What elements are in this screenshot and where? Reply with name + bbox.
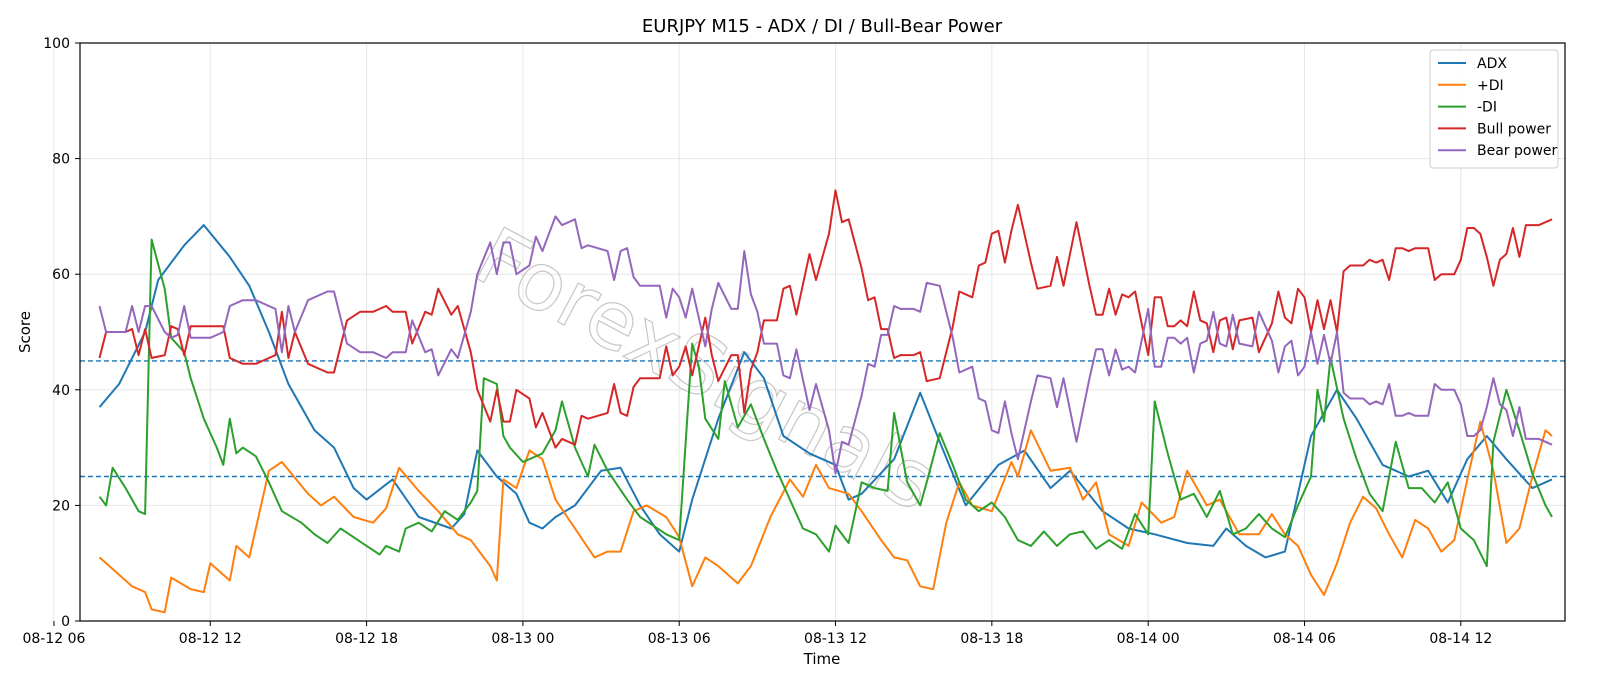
legend-label: +DI xyxy=(1477,78,1504,94)
x-tick-label: 08-13 12 xyxy=(804,631,867,647)
y-axis-ticks: 0 20 40 60 80 100 xyxy=(43,36,80,630)
x-tick-label: 08-12 12 xyxy=(179,631,242,647)
series-line-di xyxy=(98,420,1553,614)
x-axis-ticks: 08-12 06 08-12 12 08-12 18 08-13 00 08-13 06… xyxy=(22,621,1492,647)
legend-label: Bull power xyxy=(1477,121,1551,137)
x-axis-label: Time xyxy=(803,650,841,668)
series-line-bear-power xyxy=(98,215,1553,475)
y-tick-label: 40 xyxy=(52,383,70,399)
chart-title: EURJPY M15 - ADX / DI / Bull-Bear Power xyxy=(642,16,1003,37)
legend: ADX +DI -DI Bull power Bear power xyxy=(1429,49,1559,169)
series-lines xyxy=(98,189,1553,614)
legend-items: ADX +DI -DI Bull power Bear power xyxy=(1438,56,1558,159)
series-line-bull-power xyxy=(98,189,1553,449)
y-tick-label: 80 xyxy=(52,152,70,168)
x-tick-label: 08-14 00 xyxy=(1117,631,1180,647)
series-line-di xyxy=(98,238,1553,568)
series-line-adx xyxy=(98,224,1553,559)
x-tick-label: 08-12 06 xyxy=(22,631,85,647)
x-tick-label: 08-14 06 xyxy=(1273,631,1336,647)
x-tick-label: 08-13 06 xyxy=(648,631,711,647)
legend-label: Bear power xyxy=(1477,143,1558,159)
x-tick-label: 08-14 12 xyxy=(1429,631,1492,647)
x-tick-label: 08-13 00 xyxy=(491,631,554,647)
y-tick-label: 0 xyxy=(61,614,70,630)
y-tick-label: 60 xyxy=(52,267,70,283)
x-tick-label: 08-12 18 xyxy=(335,631,398,647)
y-tick-label: 100 xyxy=(43,36,70,52)
plot-frame xyxy=(79,42,1566,622)
legend-label: -DI xyxy=(1477,100,1497,116)
legend-box xyxy=(1429,49,1559,169)
x-tick-label: 08-13 18 xyxy=(960,631,1023,647)
y-tick-label: 20 xyxy=(52,498,70,514)
y-axis-label: Score xyxy=(16,311,34,353)
legend-label: ADX xyxy=(1477,56,1507,72)
